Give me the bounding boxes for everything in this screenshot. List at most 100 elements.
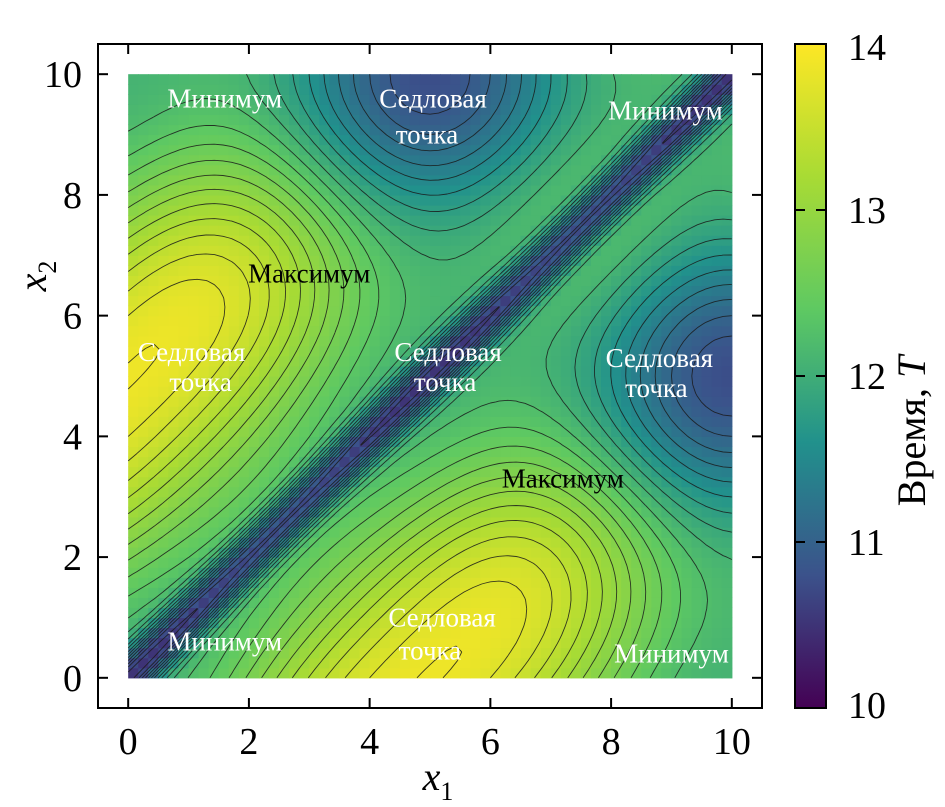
heat-cell: [580, 134, 592, 146]
heat-cell: [269, 567, 280, 578]
heat-cell: [188, 124, 200, 136]
heat-cell: [631, 536, 642, 548]
heat-cell: [510, 526, 522, 538]
heat-cell: [228, 386, 240, 397]
heat-cell: [601, 587, 612, 598]
heat-cell: [701, 315, 713, 327]
heat-cell: [399, 627, 411, 639]
heat-cell: [570, 567, 582, 578]
heat-cell: [248, 637, 260, 649]
heat-cell: [399, 396, 411, 407]
heat-cell: [379, 647, 391, 659]
heat-cell: [339, 617, 351, 629]
heat-cell: [440, 255, 451, 266]
heat-cell: [721, 406, 733, 417]
heat-cell: [379, 466, 391, 478]
heat-cell: [510, 255, 522, 266]
heat-cell: [430, 667, 441, 679]
heat-cell: [440, 94, 451, 105]
heat-cell: [369, 325, 381, 337]
heat-cell: [450, 215, 461, 226]
annotation-label: Максимум: [248, 258, 370, 288]
heat-cell: [379, 84, 391, 95]
heat-cell: [248, 466, 260, 478]
heat-cell: [309, 174, 320, 186]
heat-cell: [601, 516, 612, 528]
heat-cell: [138, 557, 149, 568]
heat-cell: [289, 144, 300, 156]
heat-cell: [580, 597, 592, 608]
heat-cell: [409, 406, 421, 417]
heat-cell: [269, 426, 280, 437]
heat-cell: [349, 416, 361, 427]
heat-cell: [148, 335, 159, 347]
heat-cell: [560, 154, 572, 166]
heat-cell: [248, 567, 260, 578]
heat-cell: [440, 134, 451, 146]
heat-cell: [520, 355, 532, 367]
heat-cell: [460, 134, 471, 146]
heat-cell: [148, 345, 159, 357]
heat-cell: [701, 114, 713, 126]
heat-cell: [218, 637, 230, 649]
heat-cell: [188, 134, 200, 146]
heat-cell: [661, 345, 673, 357]
heat-cell: [470, 345, 481, 357]
heat-cell: [279, 396, 290, 407]
heat-cell: [168, 506, 180, 518]
heat-cell: [651, 194, 662, 206]
heat-cell: [168, 406, 180, 417]
heat-cell: [611, 235, 622, 246]
contour-line: [127, 73, 733, 679]
heat-cell: [520, 225, 532, 236]
heat-cell: [611, 476, 622, 488]
heat-cell: [138, 345, 149, 357]
heat-cell: [510, 486, 522, 498]
heat-cell: [359, 365, 371, 377]
heat-cell: [711, 627, 723, 639]
heat-cell: [500, 597, 512, 608]
heat-cell: [580, 114, 592, 126]
heat-cell: [178, 265, 190, 276]
heat-cell: [359, 94, 371, 105]
heat-cell: [530, 184, 542, 196]
heat-cell: [228, 134, 240, 146]
heat-cell: [661, 225, 673, 236]
heat-cell: [470, 265, 481, 276]
heat-cell: [681, 496, 693, 508]
heat-cell: [319, 204, 330, 216]
heat-cell: [168, 305, 180, 317]
heat-cell: [299, 154, 310, 166]
heat-cell: [691, 617, 703, 629]
heat-cell: [128, 74, 139, 85]
heat-cell: [681, 265, 693, 276]
heat-cell: [198, 265, 210, 276]
heat-cell: [721, 315, 733, 327]
heat-cell: [389, 204, 401, 216]
heat-cell: [711, 657, 723, 669]
heat-cell: [299, 587, 310, 598]
heat-cell: [671, 627, 683, 639]
heat-cell: [430, 124, 441, 136]
heat-cell: [319, 215, 330, 226]
heat-cell: [661, 567, 673, 578]
heat-cell: [631, 335, 642, 347]
heat-cell: [550, 536, 562, 548]
heat-cell: [168, 174, 180, 186]
heat-cell: [399, 154, 411, 166]
contour-line: [127, 73, 733, 679]
heat-cell: [168, 154, 180, 166]
heat-cell: [711, 506, 723, 518]
heat-cell: [490, 194, 502, 206]
heat-cell: [621, 345, 632, 357]
heat-cell: [701, 567, 713, 578]
heat-cell: [359, 617, 371, 629]
heat-cell: [399, 426, 411, 437]
heat-cell: [621, 174, 632, 186]
heat-cell: [299, 74, 310, 85]
heat-cell: [168, 557, 180, 568]
heat-cell: [580, 466, 592, 478]
heat-cell: [248, 355, 260, 367]
heat-cell: [289, 597, 300, 608]
heat-cell: [148, 194, 159, 206]
